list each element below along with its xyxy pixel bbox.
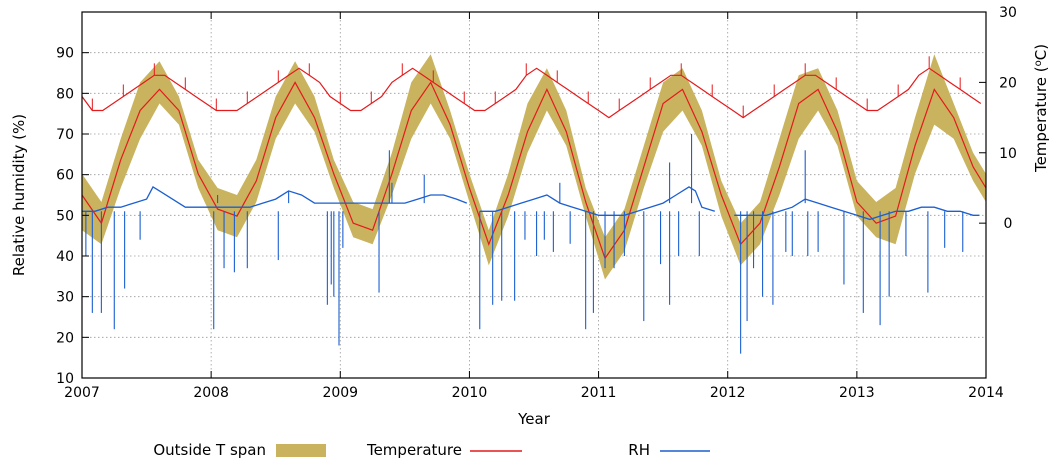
y2-tick-label: 30 xyxy=(999,5,1017,21)
y2-tick-label: 10 xyxy=(999,146,1017,162)
y-tick-label: 20 xyxy=(56,330,74,346)
axis-ticks: 2007 2008 2009 2010 2011 2012 2013 201410203040… xyxy=(56,5,1017,401)
x-tick-label: 2010 xyxy=(452,385,488,401)
y2-axis-title-sup: o xyxy=(1033,60,1044,66)
y2-tick-label: 0 xyxy=(1004,216,1013,232)
x-tick-label: 2007 xyxy=(64,385,100,401)
x-tick-label: 2012 xyxy=(710,385,746,401)
temperature-series xyxy=(81,56,987,260)
legend-swatch-outside-t-span xyxy=(276,444,326,457)
x-axis-title: Year xyxy=(517,410,551,428)
y-tick-label: 60 xyxy=(56,168,74,184)
x-tick-label: 2011 xyxy=(581,385,617,401)
y-tick-label: 30 xyxy=(56,290,74,306)
y2-axis-title: Temperature (oC) xyxy=(1032,44,1050,173)
y-tick-label: 70 xyxy=(56,127,74,143)
x-tick-label: 2008 xyxy=(193,385,229,401)
legend-label-temperature: Temperature xyxy=(366,441,462,459)
legend-label-rh: RH xyxy=(628,441,650,459)
legend: Outside T span Temperature RH xyxy=(153,441,710,459)
y-tick-label: 80 xyxy=(56,86,74,102)
y-tick-label: 40 xyxy=(56,249,74,265)
legend-label-outside-t-span: Outside T span xyxy=(153,441,266,459)
temperature-indoor-line xyxy=(81,67,982,119)
x-tick-label: 2009 xyxy=(322,385,358,401)
y-tick-label: 90 xyxy=(56,46,74,62)
grid xyxy=(82,12,986,378)
y2-tick-label: 20 xyxy=(999,75,1017,91)
temperature-mean-line xyxy=(81,81,987,260)
rh-series xyxy=(82,134,980,354)
plot-frame xyxy=(81,11,987,379)
y2-axis-title-end: C) xyxy=(1032,44,1050,60)
x-tick-label: 2014 xyxy=(968,385,1004,401)
x-tick-label: 2013 xyxy=(839,385,875,401)
outside-t-span-area xyxy=(82,54,986,280)
y-tick-label: 50 xyxy=(56,208,74,224)
outside-t-span-band xyxy=(82,54,986,280)
rh-line-segment-1 xyxy=(82,185,468,212)
y-tick-label: 10 xyxy=(56,371,74,387)
y2-axis-title-main: Temperature ( xyxy=(1032,66,1050,173)
y-axis-title: Relative humidity (%) xyxy=(10,114,28,276)
